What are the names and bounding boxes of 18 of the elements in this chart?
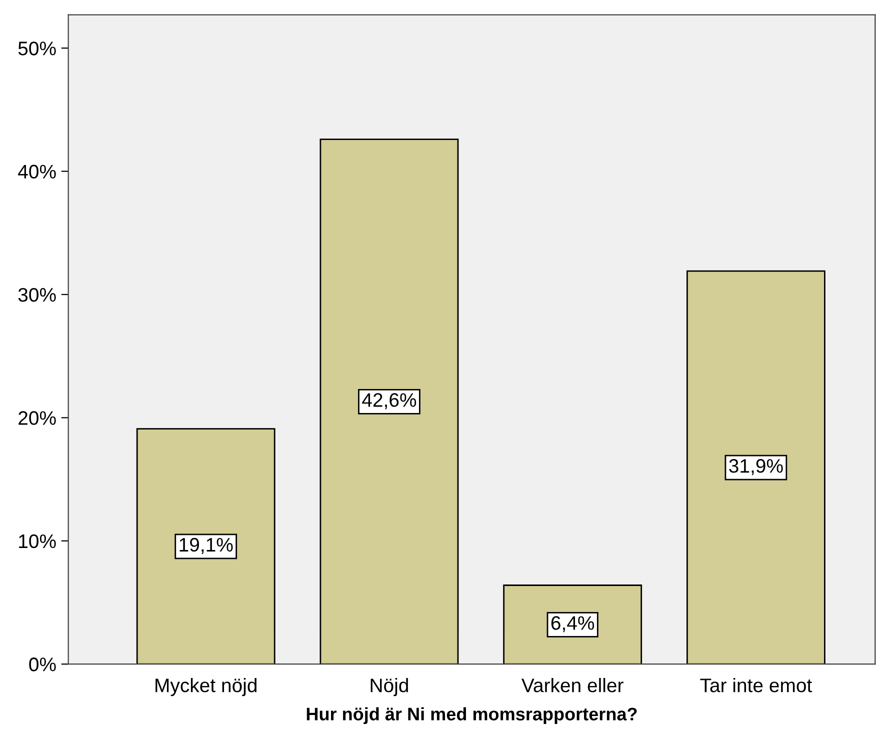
bar (136, 428, 276, 664)
y-tick-label: 10% (19, 534, 56, 548)
x-tick-label: Mycket nöjd (156, 678, 256, 696)
data-label: 6,4% (551, 616, 594, 632)
y-tick-label: 30% (18, 288, 56, 302)
bar (320, 138, 459, 664)
x-axis-title: Hur nöjd är Ni med momsrapporterna? (306, 707, 637, 724)
y-tick-label: 40% (18, 164, 56, 179)
x-tick-label: Tar inte emot (700, 678, 812, 692)
y-tick-label: 50% (18, 42, 56, 56)
x-tick-label: Nöjd (370, 678, 408, 696)
y-tick-label: 0% (29, 658, 56, 672)
y-tick-label: 20% (18, 411, 56, 425)
x-tick-label: Varken eller (522, 678, 624, 692)
data-label: 19,1% (180, 538, 233, 554)
bar (686, 270, 826, 664)
data-label: 31,9% (729, 459, 783, 476)
data-label: 42,6% (362, 393, 416, 410)
